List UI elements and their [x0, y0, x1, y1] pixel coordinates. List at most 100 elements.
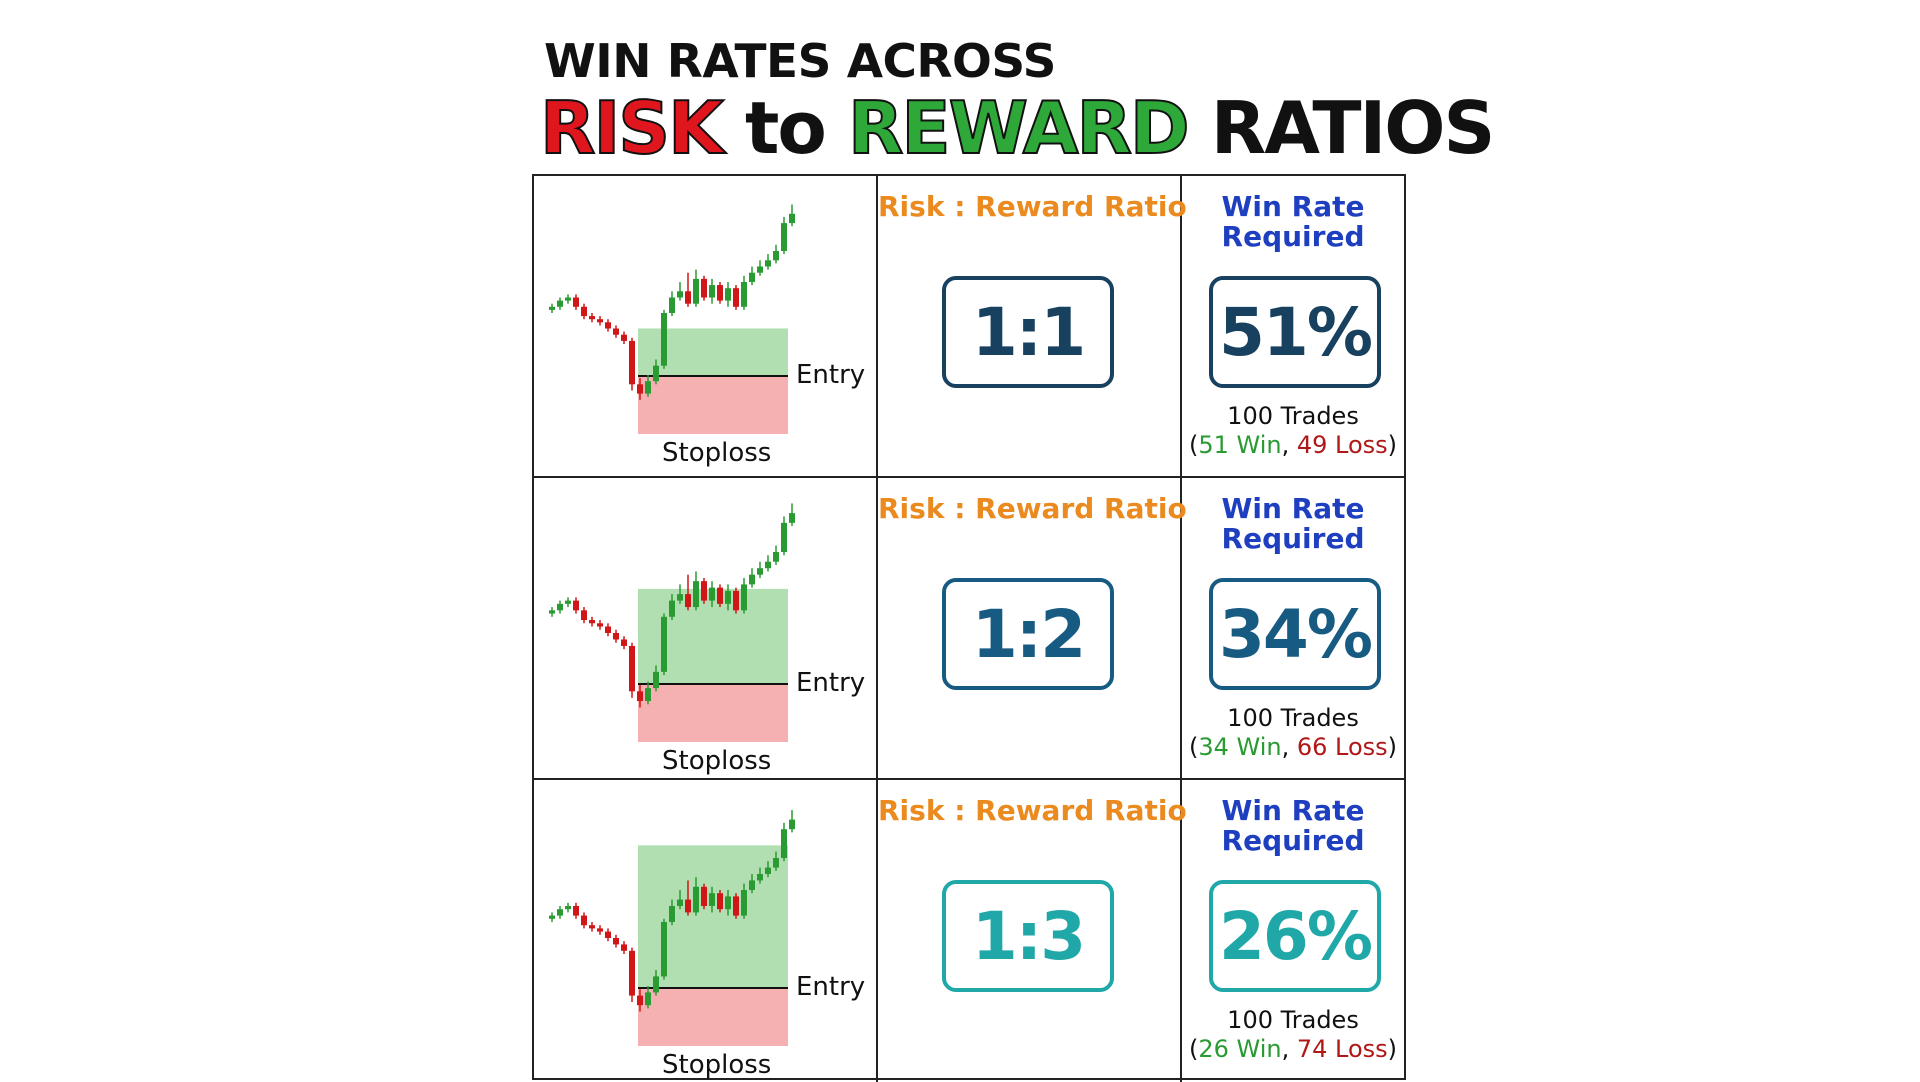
candle-body — [661, 922, 667, 977]
candlestick-chart — [549, 503, 795, 742]
candle-body — [621, 944, 627, 951]
candle-body — [629, 645, 635, 692]
winrate-label-line-1: Win Rate — [1221, 492, 1365, 525]
candle-body — [605, 322, 611, 329]
candle-body — [629, 950, 635, 996]
stoploss-label: Stoploss — [662, 1050, 772, 1080]
wins-count: 26 Win — [1198, 1035, 1282, 1063]
ratio-value-box: 1:1 — [942, 276, 1114, 388]
candle-body — [733, 288, 739, 307]
entry-label: Entry — [796, 360, 866, 390]
entry-label: Entry — [796, 668, 866, 698]
candle-body — [757, 874, 763, 881]
candle-body — [685, 594, 691, 608]
win-loss-breakdown: (51 Win, 49 Loss) — [1182, 431, 1404, 460]
ratio-cell: Risk : Reward Ratio 1:3 — [878, 780, 1187, 1082]
candle-body — [645, 688, 651, 702]
candle-body — [765, 867, 771, 874]
candle-body — [685, 291, 691, 304]
risk-reward-label: Risk : Reward Ratio — [878, 492, 1187, 525]
candle-body — [749, 272, 755, 282]
stoploss-label: Stoploss — [662, 746, 772, 776]
candle-body — [693, 278, 699, 304]
candle-body — [749, 880, 755, 890]
close-paren: ) — [1387, 431, 1398, 459]
candle-body — [605, 931, 611, 938]
candle-body — [597, 928, 603, 932]
ratio-cell: Risk : Reward Ratio 1:2 — [878, 478, 1187, 778]
winrate-cell: Win Rate Required 34% 100 Trades (34 Win… — [1182, 478, 1404, 778]
candle-body — [637, 384, 643, 394]
candle-body — [573, 297, 579, 307]
candle-body — [637, 691, 643, 702]
losses-count: 49 Loss — [1296, 431, 1388, 459]
candle-body — [613, 633, 619, 640]
trades-count: 100 Trades — [1227, 1006, 1359, 1034]
candle-body — [621, 639, 627, 646]
candle-body — [773, 251, 779, 261]
stoploss-zone — [638, 988, 788, 1046]
candle-body — [677, 594, 683, 601]
winrate-label: Win Rate Required — [1182, 192, 1404, 252]
candle-body — [773, 552, 779, 562]
winrate-label: Win Rate Required — [1182, 494, 1404, 554]
candle-body — [669, 297, 675, 313]
chart-cell: Entry Stoploss — [534, 780, 878, 1082]
ratio-cell: Risk : Reward Ratio 1:1 — [878, 176, 1187, 476]
candle-body — [557, 300, 563, 307]
candle-body — [693, 886, 699, 913]
ratio-table: Entry Stoploss Risk : Reward Ratio 1:1 W… — [532, 174, 1406, 1082]
candle-body — [597, 319, 603, 323]
candle-body — [669, 600, 675, 617]
trades-count: 100 Trades — [1227, 402, 1359, 430]
open-paren: ( — [1188, 733, 1199, 761]
candle-body — [581, 915, 587, 926]
candle-body — [565, 600, 571, 604]
candle-body — [565, 297, 571, 301]
open-paren: ( — [1188, 431, 1199, 459]
candle-body — [789, 819, 795, 830]
candle-body — [557, 603, 563, 611]
losses-count: 74 Loss — [1296, 1035, 1388, 1063]
candle-body — [709, 285, 715, 298]
profit-zone — [638, 328, 788, 376]
chart-cell: Entry Stoploss — [534, 478, 878, 778]
candle-body — [741, 890, 747, 916]
ratio-value-box: 1:2 — [942, 578, 1114, 690]
candle-body — [557, 909, 563, 916]
candle-body — [709, 893, 715, 906]
trades-count: 100 Trades — [1227, 704, 1359, 732]
comma: , — [1281, 1035, 1297, 1063]
candle-body — [637, 995, 643, 1006]
candle-body — [589, 925, 595, 929]
winrate-label-line-2: Required — [1221, 824, 1365, 857]
candle-body — [645, 381, 651, 394]
candle-body — [549, 915, 555, 919]
candle-body — [661, 616, 667, 672]
close-paren: ) — [1387, 1035, 1398, 1063]
candle-body — [757, 568, 763, 575]
table-row: Entry Stoploss Risk : Reward Ratio 1:1 W… — [534, 176, 1404, 478]
candle-body — [693, 581, 699, 608]
candlestick-chart — [549, 204, 795, 434]
trades-summary: 100 Trades (26 Win, 74 Loss) — [1182, 1006, 1404, 1064]
table-row: Entry Stoploss Risk : Reward Ratio 1:3 W… — [534, 780, 1404, 1082]
title-line-2: RISK to REWARD RATIOS — [539, 91, 1495, 165]
title-reward: REWARD — [847, 86, 1191, 170]
table-row: Entry Stoploss Risk : Reward Ratio 1:2 W… — [534, 478, 1404, 780]
losses-count: 66 Loss — [1296, 733, 1388, 761]
candle-body — [725, 288, 731, 301]
title-line-1: WIN RATES ACROSS — [544, 34, 1056, 88]
candle-body — [653, 976, 659, 993]
candle-body — [725, 896, 731, 910]
comma: , — [1281, 733, 1297, 761]
candle-body — [629, 340, 635, 385]
candle-body — [653, 365, 659, 382]
winrate-value-box: 26% — [1209, 880, 1381, 992]
candle-body — [581, 306, 587, 317]
open-paren: ( — [1188, 1035, 1199, 1063]
candle-body — [677, 291, 683, 298]
candle-body — [549, 306, 555, 310]
title-risk: RISK — [539, 86, 725, 170]
